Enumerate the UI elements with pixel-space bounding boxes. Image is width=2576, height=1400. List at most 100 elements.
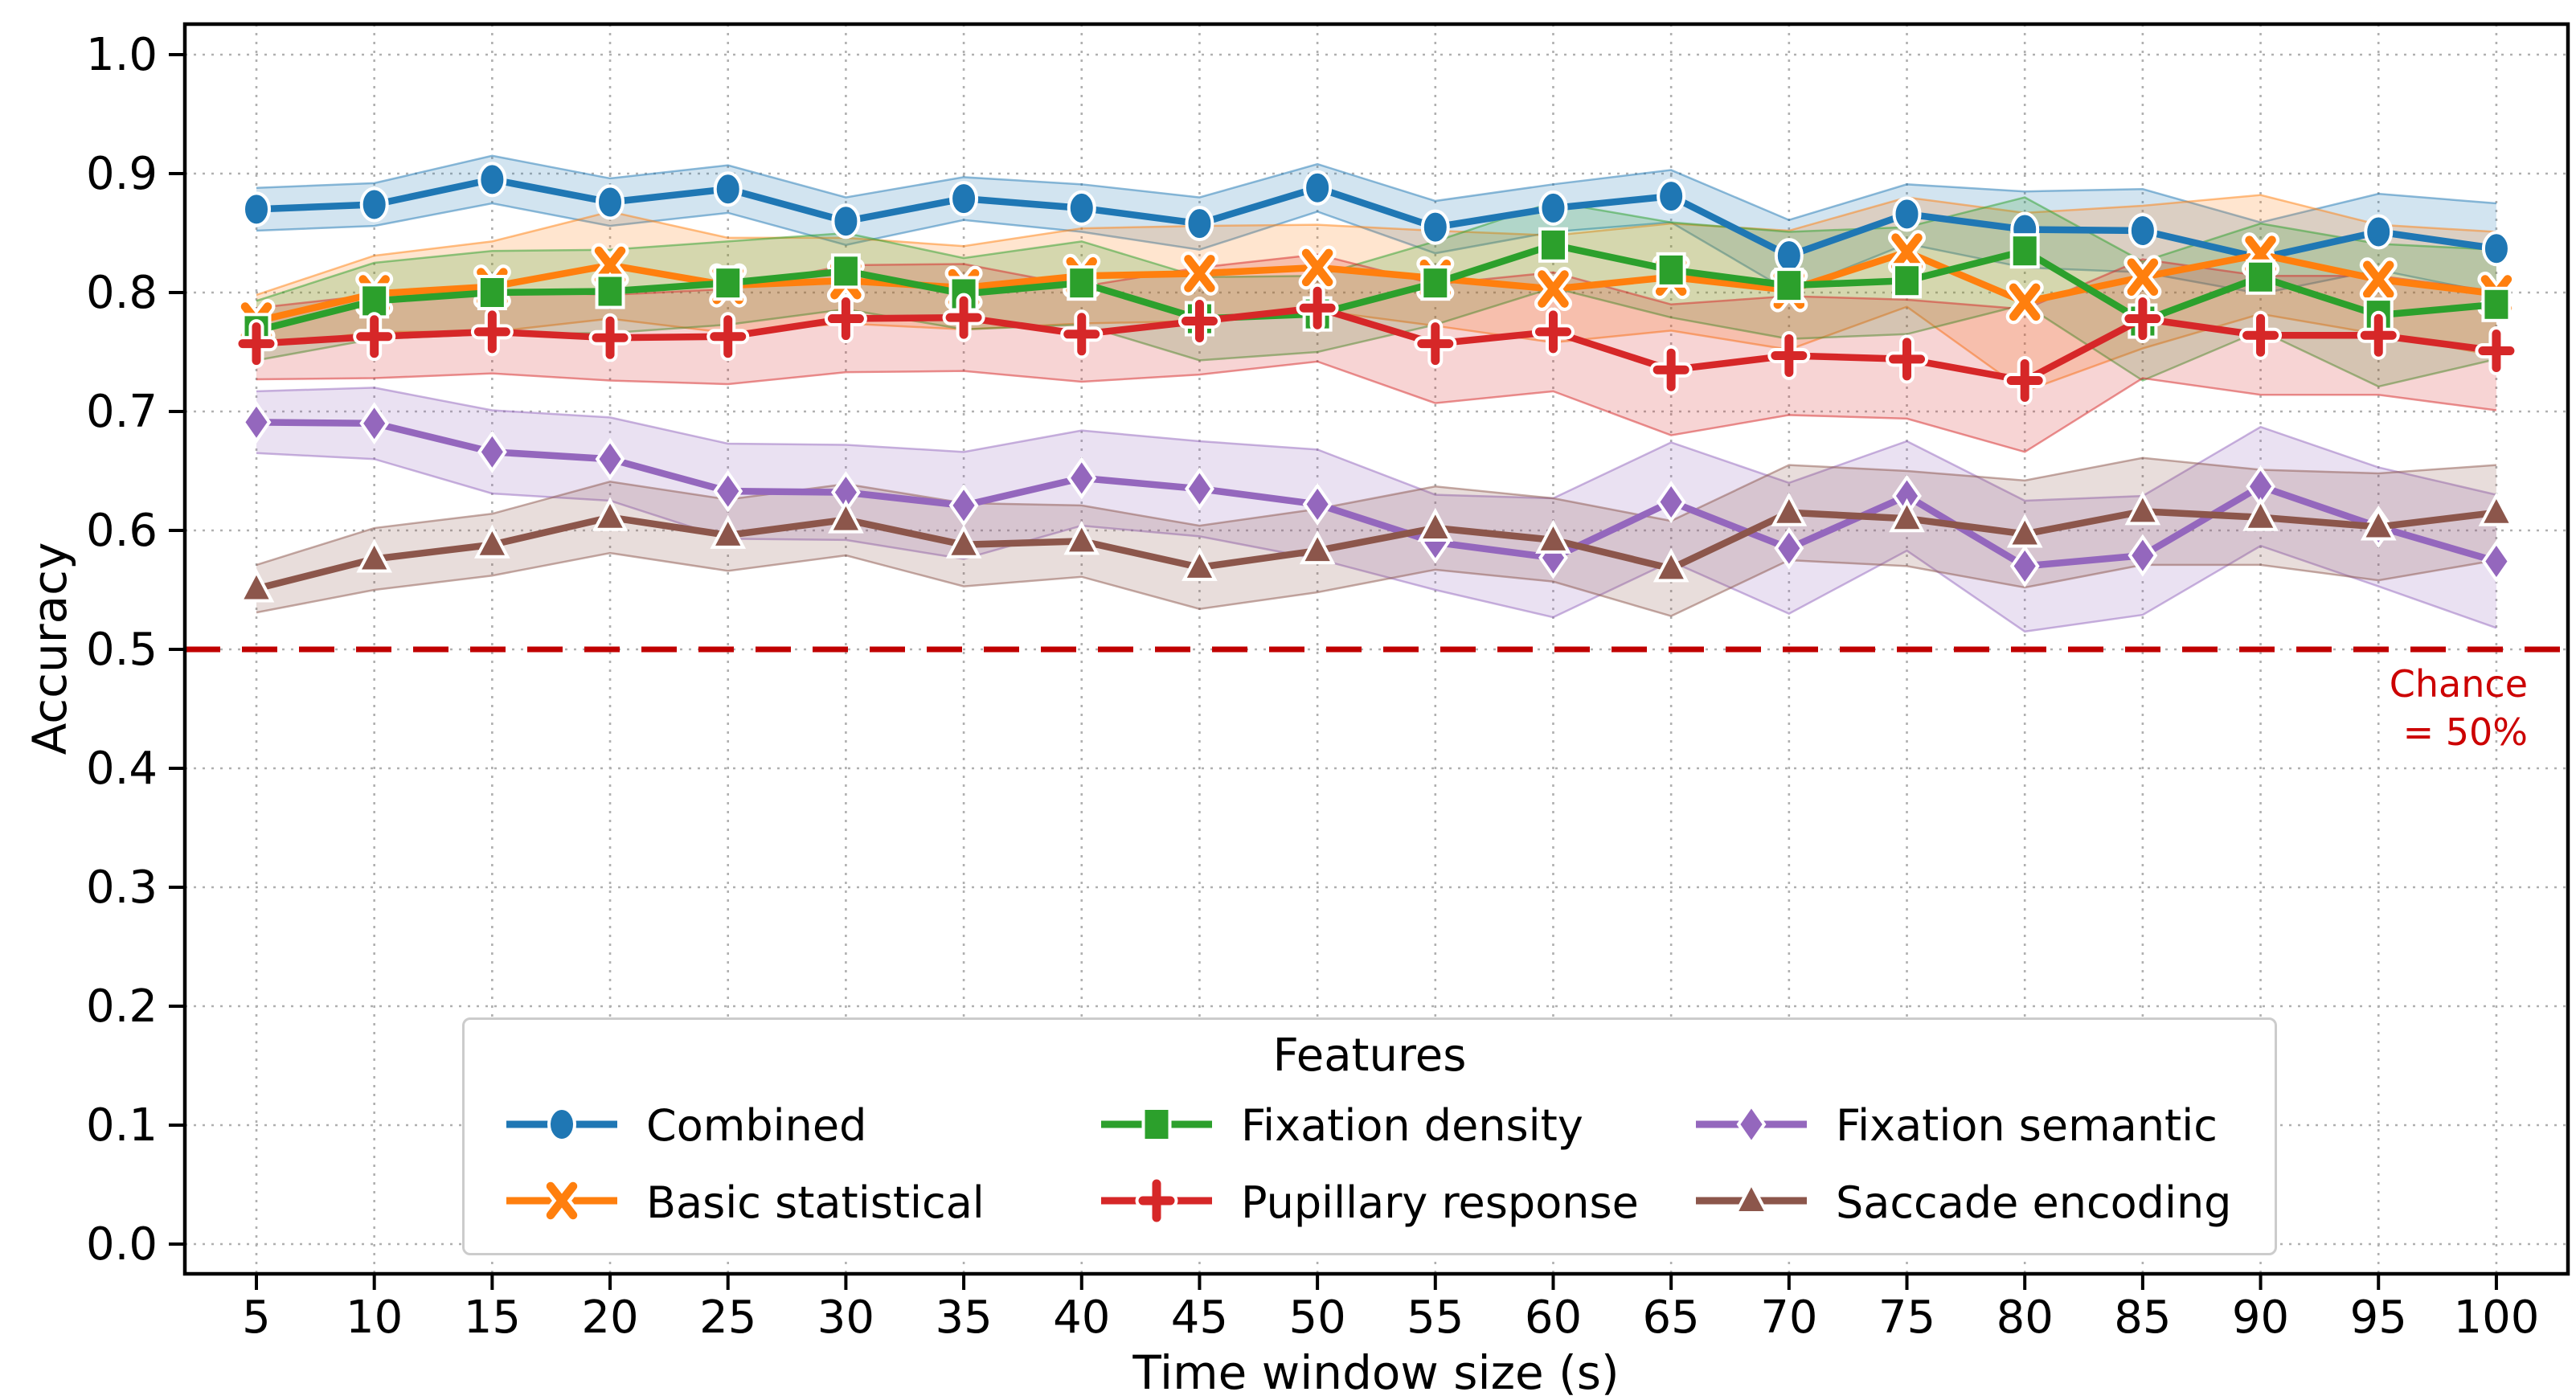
diamond-marker-icon xyxy=(359,402,390,445)
square-marker-icon xyxy=(1538,227,1568,263)
diamond-marker-icon xyxy=(1185,467,1214,510)
triangle-marker-icon xyxy=(1771,492,1808,526)
y-tick-label: 0.5 xyxy=(86,624,158,676)
x-tick-label: 75 xyxy=(1878,1292,1935,1344)
square-marker-icon xyxy=(830,253,861,289)
plus-marker-icon xyxy=(1652,348,1689,391)
fixation-semantic-line-diamond-icon xyxy=(1691,1099,1812,1153)
diamond-marker-icon xyxy=(713,469,743,513)
plus-marker-icon xyxy=(2006,359,2043,403)
plus-marker-icon xyxy=(1063,313,1100,356)
band-edge xyxy=(256,194,2496,297)
circle-marker-icon xyxy=(1067,190,1096,226)
legend-label: Combined xyxy=(646,1100,867,1152)
x-tick-label: 90 xyxy=(2232,1292,2289,1344)
series-line xyxy=(255,241,2497,334)
band-pupillary-response xyxy=(256,254,2496,452)
band-edge xyxy=(256,196,2496,302)
legend-grid: Combined Basic statistical Fixation dens… xyxy=(502,1090,2238,1238)
plus-marker-icon xyxy=(473,310,510,354)
y-tick-label: 0.2 xyxy=(86,980,158,1033)
triangle-marker-icon xyxy=(1889,497,1925,533)
legend-swatch-svg xyxy=(1696,1103,1807,1146)
x-axis-title: Time window size (s) xyxy=(1132,1345,1620,1400)
plus-marker-icon xyxy=(1417,322,1454,366)
square-marker-icon xyxy=(477,275,507,310)
triangle-marker-icon xyxy=(2006,514,2043,548)
band-edge xyxy=(256,305,2497,393)
legend-swatch-svg xyxy=(1696,1180,1807,1215)
plus-marker-icon xyxy=(2360,313,2397,357)
chance-annotation-line1: Chance xyxy=(2389,662,2528,706)
band-edge xyxy=(256,360,2497,453)
series-line xyxy=(255,508,2497,592)
plus-marker-icon xyxy=(238,322,275,366)
circle-marker-icon xyxy=(1420,209,1450,245)
x-tick-label: 60 xyxy=(1525,1292,1582,1344)
saccade-encoding-line-triangle-icon xyxy=(1691,1175,1812,1230)
triangle-marker-icon xyxy=(356,538,392,573)
triangle-marker-icon xyxy=(2242,497,2279,531)
circle-marker-icon xyxy=(1657,178,1686,215)
legend-item-combined: Combined xyxy=(502,1090,1048,1162)
x-marker-icon xyxy=(2009,283,2041,321)
circle-marker-icon xyxy=(1303,170,1333,206)
triangle-marker-icon xyxy=(238,568,275,603)
x-tick-label: 35 xyxy=(935,1292,992,1344)
triangle-marker-icon xyxy=(1733,1180,1770,1215)
square-marker-icon xyxy=(2481,286,2512,322)
circle-marker-icon xyxy=(242,191,271,227)
circle-marker-icon xyxy=(1538,190,1568,226)
band-edge xyxy=(256,452,2497,633)
triangle-marker-icon xyxy=(1535,519,1571,554)
band-edge xyxy=(256,456,2497,567)
x-marker-icon xyxy=(2127,258,2159,297)
x-tick-label: 5 xyxy=(242,1292,271,1344)
x-tick-label: 25 xyxy=(699,1292,756,1344)
series-line xyxy=(256,419,2498,570)
x-tick-label: 50 xyxy=(1288,1292,1345,1344)
combined-line-circle-icon xyxy=(502,1099,622,1153)
square-marker-icon xyxy=(1656,252,1686,288)
x-tick-label: 80 xyxy=(1997,1292,2054,1344)
diamond-marker-icon xyxy=(595,437,625,481)
plus-marker-icon xyxy=(945,296,982,339)
x-tick-label: 15 xyxy=(464,1292,521,1344)
diamond-marker-icon xyxy=(2481,539,2512,583)
band-edge xyxy=(256,154,2497,223)
pupillary-response-line-plus-icon xyxy=(1096,1175,1217,1230)
y-tick-label: 0.4 xyxy=(86,743,158,795)
square-marker-icon xyxy=(1420,265,1451,301)
triangle-marker-icon xyxy=(1182,546,1218,581)
x-tick-label: 85 xyxy=(2114,1292,2171,1344)
series-saccade-encoding xyxy=(238,491,2515,603)
legend: Features Combined Basic statistical Fixa… xyxy=(462,1017,2277,1255)
circle-marker-icon xyxy=(2128,213,2157,249)
series-pupillary-response xyxy=(235,283,2518,406)
diamond-marker-icon xyxy=(1302,482,1333,526)
y-tick-label: 1.0 xyxy=(86,29,158,81)
x-marker-icon xyxy=(2362,260,2394,298)
series-line xyxy=(256,248,2497,325)
triangle-marker-icon xyxy=(2478,492,2515,526)
circle-marker-icon xyxy=(547,1106,576,1142)
chance-annotation-line2: = 50% xyxy=(2402,710,2528,754)
band-edge xyxy=(256,253,2497,310)
legend-item-fixation-density: Fixation density xyxy=(1096,1090,1643,1162)
chance-annotation: Chance = 50% xyxy=(2390,661,2528,757)
x-tick-label: 40 xyxy=(1053,1292,1110,1344)
band-edge xyxy=(256,387,2497,502)
legend-label: Saccade encoding xyxy=(1836,1177,2232,1228)
circle-marker-icon xyxy=(1774,238,1804,274)
plus-marker-icon xyxy=(2124,297,2161,341)
plus-marker-icon xyxy=(1771,334,1808,377)
legend-label: Basic statistical xyxy=(646,1177,985,1228)
y-axis-title: Accuracy xyxy=(23,542,77,755)
triangle-marker-icon xyxy=(474,524,510,559)
square-marker-icon xyxy=(2246,259,2276,295)
legend-swatch-svg xyxy=(506,1106,617,1142)
plus-marker-icon xyxy=(356,315,393,358)
triangle-marker-icon xyxy=(2360,506,2397,541)
circle-marker-icon xyxy=(831,203,861,239)
